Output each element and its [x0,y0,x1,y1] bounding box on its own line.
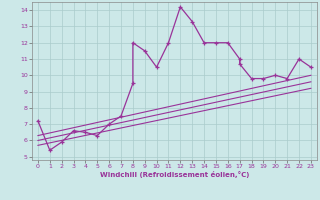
X-axis label: Windchill (Refroidissement éolien,°C): Windchill (Refroidissement éolien,°C) [100,171,249,178]
